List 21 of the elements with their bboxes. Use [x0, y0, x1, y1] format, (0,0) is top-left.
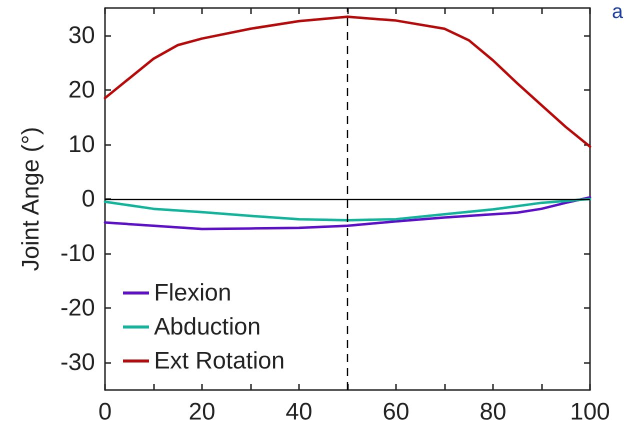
y-tick-label: -30	[60, 349, 95, 376]
x-tick-label: 20	[188, 398, 216, 426]
line-series	[104, 196, 592, 230]
x-tick-label: 0	[98, 398, 112, 426]
text: a	[612, 1, 624, 23]
line-series	[104, 198, 592, 222]
y-tick-label: 30	[68, 22, 95, 49]
y-axis-title: Joint Ange (°)	[18, 126, 44, 272]
y-tick-label: -20	[60, 294, 95, 322]
x-tick-label: 80	[480, 398, 506, 426]
line-series	[104, 15, 592, 148]
x-tick-label: 100	[570, 398, 610, 426]
x-tick-label: 40	[286, 398, 312, 426]
y-tick-label: 0	[82, 186, 95, 212]
legend-label: Abduction	[154, 314, 261, 340]
y-tick-label: 20	[68, 76, 95, 104]
y-tick-label: 10	[68, 130, 95, 158]
x-tick-label: 60	[382, 398, 410, 426]
y-tick-label: -10	[60, 240, 95, 268]
legend-label: Ext Rotation	[154, 348, 285, 374]
legend-label: Flexion	[154, 280, 232, 306]
